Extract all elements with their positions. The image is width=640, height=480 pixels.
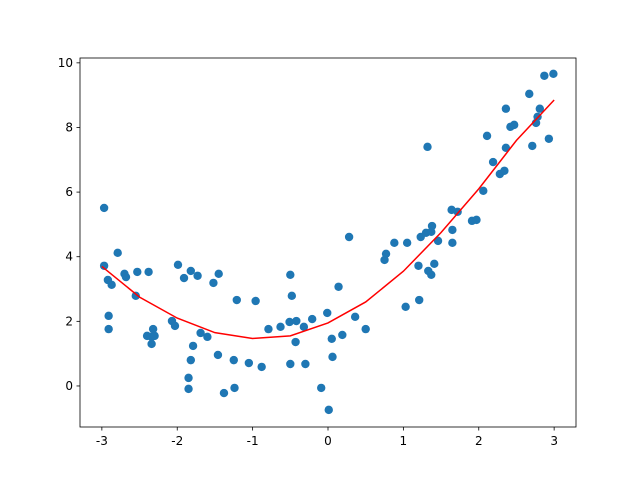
point — [323, 308, 332, 318]
point — [113, 248, 122, 258]
point — [99, 261, 109, 270]
point — [244, 358, 254, 368]
y-tick-label: 2 — [65, 314, 73, 328]
point — [147, 339, 156, 349]
point — [133, 267, 142, 277]
point — [427, 221, 437, 231]
point — [390, 238, 399, 248]
point — [401, 302, 410, 312]
point — [213, 350, 223, 360]
point — [549, 69, 558, 79]
point — [415, 295, 424, 305]
fit-line — [101, 99, 555, 340]
point — [423, 142, 432, 152]
point — [184, 384, 193, 394]
point — [509, 120, 519, 130]
point — [131, 291, 140, 301]
point — [179, 273, 189, 283]
point — [219, 388, 229, 398]
point — [203, 332, 212, 342]
x-tick-label: 3 — [550, 434, 558, 448]
y-tick-label: 10 — [58, 56, 73, 70]
point — [186, 355, 196, 365]
point — [196, 328, 205, 338]
y-tick-label: 0 — [65, 379, 73, 393]
point — [381, 249, 391, 259]
point — [193, 271, 202, 280]
point — [184, 373, 193, 383]
point — [214, 269, 223, 279]
point — [540, 71, 549, 80]
point — [286, 359, 295, 369]
plot-frame — [79, 57, 577, 428]
point — [525, 89, 534, 99]
point — [232, 295, 241, 305]
point — [327, 334, 336, 343]
point — [107, 280, 116, 290]
point — [291, 337, 300, 347]
point — [482, 131, 492, 141]
point — [188, 341, 198, 351]
point — [251, 296, 260, 306]
point — [307, 314, 317, 324]
point — [299, 322, 309, 332]
point — [479, 186, 488, 196]
x-tick-label: -1 — [247, 434, 259, 448]
point — [99, 203, 109, 213]
point — [285, 317, 294, 327]
point — [500, 166, 509, 175]
point — [144, 267, 153, 277]
point — [121, 272, 131, 282]
point — [535, 104, 545, 113]
x-tick-label: -3 — [96, 434, 108, 448]
point — [292, 316, 301, 326]
y-tick-label: 4 — [65, 250, 73, 264]
x-tick-label: -2 — [171, 434, 183, 448]
point — [328, 352, 337, 362]
point — [501, 104, 511, 113]
x-tick-label: 0 — [324, 434, 332, 448]
point — [104, 324, 113, 334]
point — [350, 312, 360, 322]
point — [104, 311, 113, 321]
point — [361, 324, 370, 334]
point — [544, 134, 554, 143]
point — [414, 261, 423, 270]
point — [286, 270, 295, 280]
point — [344, 232, 354, 242]
point — [430, 259, 439, 269]
point — [472, 215, 481, 225]
x-tick-label: 1 — [400, 434, 408, 448]
point — [257, 362, 266, 372]
point — [170, 321, 180, 331]
point — [186, 266, 196, 276]
point — [148, 324, 158, 334]
point — [501, 143, 511, 153]
y-tick-label: 8 — [65, 120, 73, 134]
point — [301, 359, 310, 369]
point — [209, 278, 218, 288]
point — [173, 260, 183, 269]
point — [324, 405, 333, 415]
point — [448, 225, 457, 235]
point — [287, 291, 297, 301]
point — [453, 207, 462, 217]
point — [264, 324, 273, 334]
point — [317, 383, 326, 393]
point — [427, 270, 436, 280]
point — [488, 157, 498, 167]
point — [230, 383, 239, 393]
point — [150, 331, 159, 341]
x-tick-label: 2 — [475, 434, 483, 448]
point — [338, 330, 347, 340]
point — [276, 322, 285, 332]
point — [402, 238, 412, 248]
point — [334, 282, 343, 291]
y-tick-label: 6 — [65, 185, 73, 199]
point — [448, 238, 457, 248]
point — [229, 355, 238, 365]
point — [528, 141, 537, 151]
